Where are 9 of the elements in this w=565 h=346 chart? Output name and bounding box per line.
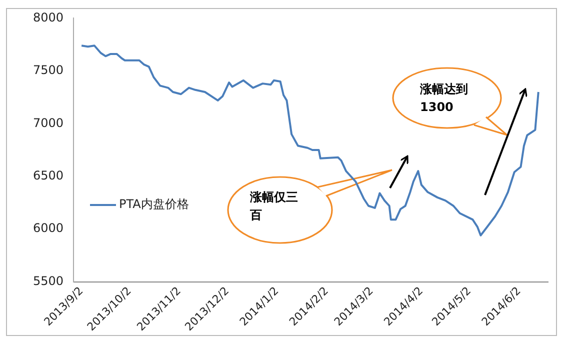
legend-label: PTA内盘价格 [119,196,189,213]
y-tick-label: 7000 [32,116,64,130]
y-tick-label: 7500 [32,63,64,78]
y-tick-label: 6500 [32,168,64,182]
y-tick-label: 5500 [32,274,64,288]
y-tick-label: 6000 [32,221,64,236]
annotation: 涨幅达到1300 [420,81,469,116]
y-tick-label: 8000 [32,10,64,24]
annotation: 涨幅仅三百 [250,189,299,224]
